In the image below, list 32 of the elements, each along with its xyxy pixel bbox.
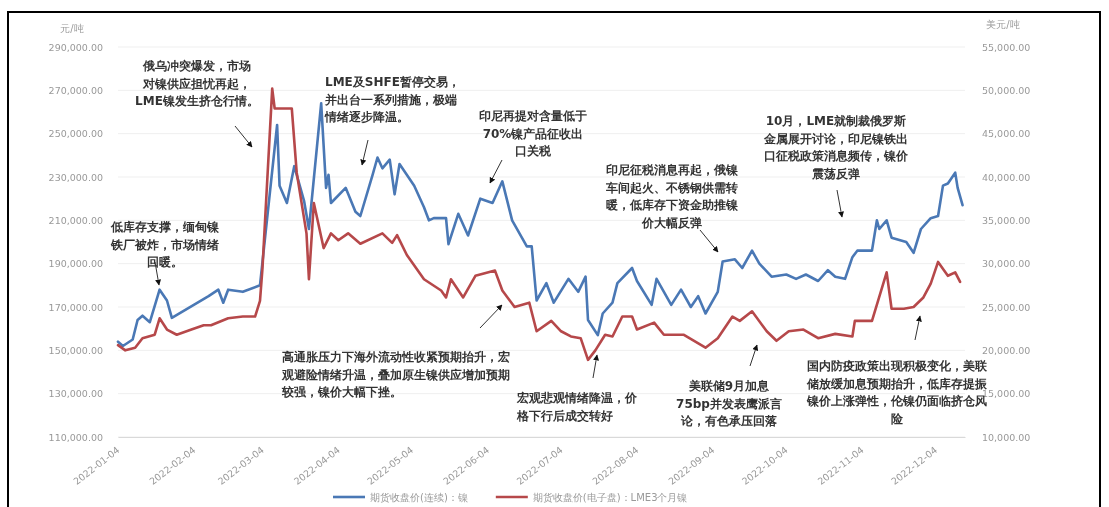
- y2-tick-label: 40,000.00: [982, 171, 1031, 183]
- annotation: 印尼再提对含量低于70%镍产品征收出口关税: [479, 109, 587, 158]
- y-tick-label: 190,000.00: [48, 258, 103, 270]
- y-tick-label: 210,000.00: [48, 214, 103, 226]
- y2-tick-label: 10,000.00: [982, 431, 1031, 443]
- y-tick-label: 270,000.00: [48, 84, 103, 96]
- y2-tick-label: 30,000.00: [982, 258, 1031, 270]
- legend-label: 期货收盘价(电子盘)：LME3个月镍: [532, 491, 688, 503]
- annotation: 俄乌冲突爆发，市场对镍供应担忧再起，LME镍发生挤仓行情。: [135, 59, 259, 108]
- y2-tick-label: 35,000.00: [982, 214, 1031, 226]
- y2-tick-label: 25,000.00: [982, 301, 1031, 313]
- annotation: 美联储9月加息75bp并发表鹰派言论，有色承压回落: [676, 379, 782, 428]
- annotation: 印尼征税消息再起，俄镍车间起火、不锈钢供需转暖，低库存下资金助推镍价大幅反弹: [605, 163, 739, 230]
- y-tick-label: 110,000.00: [48, 431, 103, 443]
- y-tick-label: 230,000.00: [48, 171, 103, 183]
- y2-tick-label: 50,000.00: [982, 84, 1031, 96]
- y-tick-label: 130,000.00: [48, 388, 103, 400]
- y2-tick-label: 45,000.00: [982, 128, 1031, 140]
- annotation: LME及SHFE暂停交易，并出台一系列措施，极端情绪逐步降温。: [324, 75, 460, 124]
- y-tick-label: 170,000.00: [48, 301, 103, 313]
- y2-tick-label: 20,000.00: [982, 344, 1031, 356]
- annotation: 低库存支撑，缅甸镍铁厂被炸，市场情绪回暖。: [110, 220, 220, 269]
- y2-axis-title: 美元/吨: [986, 19, 1020, 30]
- annotation: 10月，LME就制裁俄罗斯金属展开讨论，印尼镍铁出口征税政策消息频传，镍价震荡反弹: [763, 114, 909, 181]
- annotation: 高通胀压力下海外流动性收紧预期抬升，宏观避险情绪升温，叠加原生镍供应增加预期较强，镍价大幅下挫。: [281, 350, 510, 399]
- annotation: 宏观悲观情绪降温，价格下行后成交转好: [516, 391, 638, 423]
- y-axis-title: 元/吨: [60, 23, 84, 34]
- y-tick-label: 290,000.00: [48, 41, 103, 53]
- y-tick-label: 150,000.00: [48, 344, 103, 356]
- legend-label: 期货收盘价(连续)：镍: [370, 491, 468, 503]
- y-tick-label: 250,000.00: [48, 128, 103, 140]
- y2-tick-label: 55,000.00: [982, 41, 1031, 53]
